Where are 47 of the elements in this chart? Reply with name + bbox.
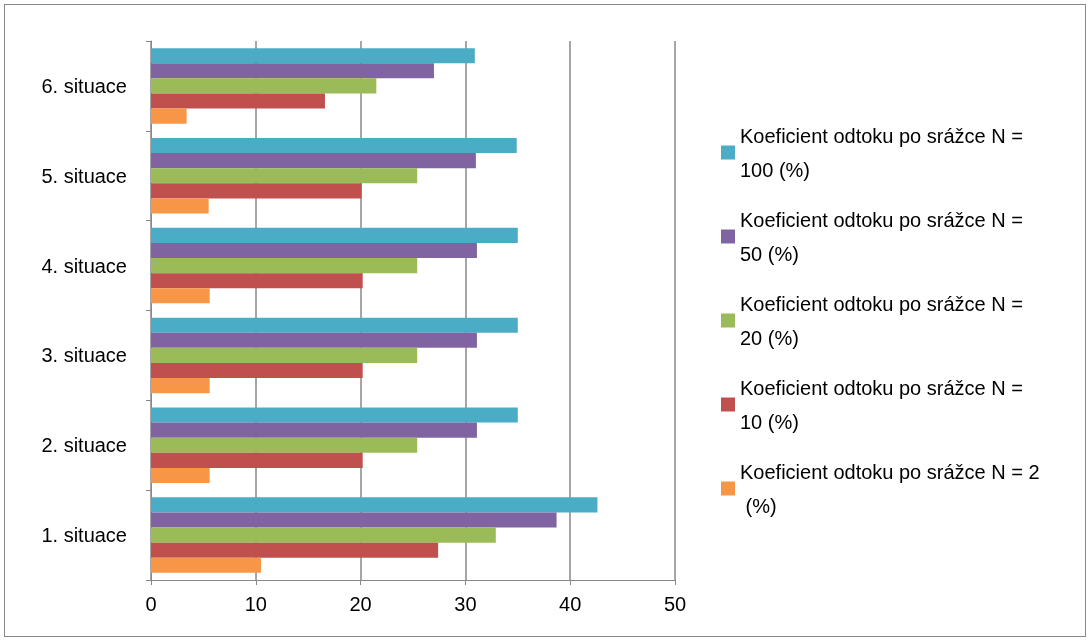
bar [151, 198, 209, 214]
bar [151, 467, 210, 483]
bar [151, 78, 377, 94]
bar [151, 138, 517, 154]
y-tick-label: 5. situace [41, 164, 127, 187]
legend-label: Koeficient odtoku po srážce N = 20 (%) [740, 292, 1029, 349]
x-tick-label: 20 [349, 593, 372, 615]
y-tick-label: 6. situace [41, 74, 127, 97]
bar [151, 108, 187, 124]
bar [151, 242, 477, 259]
bar [151, 527, 496, 543]
bar [151, 63, 434, 79]
bar [151, 542, 439, 558]
bar [151, 93, 325, 109]
legend-label: Koeficient odtoku po srážce N = 2 (%) [740, 460, 1040, 517]
bar [151, 227, 518, 243]
bar [151, 168, 418, 184]
bar [151, 273, 363, 289]
bar [151, 347, 418, 363]
y-tick-label: 4. situace [41, 254, 127, 277]
x-tick-label: 0 [145, 593, 157, 615]
bar [151, 153, 476, 169]
bar [151, 512, 557, 528]
y-tick-label: 1. situace [41, 524, 127, 547]
bar [151, 437, 418, 453]
bar [151, 288, 210, 304]
legend-label: Koeficient odtoku po srážce N = 100 (%) [740, 124, 1029, 181]
x-tick-label: 10 [244, 593, 267, 615]
bar [151, 497, 598, 513]
legend-label: Koeficient odtoku po srážce N = 10 (%) [740, 376, 1029, 433]
y-tick-label: 2. situace [41, 434, 127, 457]
x-tick-label: 30 [454, 593, 477, 615]
legend-label: Koeficient odtoku po srážce N = 50 (%) [740, 208, 1029, 265]
bar [151, 452, 363, 468]
bar [151, 317, 518, 333]
bar [151, 362, 363, 379]
x-tick-label: 40 [559, 593, 582, 615]
bar [151, 258, 418, 274]
y-tick-label: 3. situace [41, 344, 127, 367]
bar [151, 332, 477, 348]
bar [151, 422, 477, 438]
bar [151, 48, 475, 64]
bar [151, 557, 262, 573]
bar [151, 407, 518, 423]
bar [151, 378, 210, 394]
x-tick-label: 50 [663, 593, 687, 615]
bar [151, 183, 362, 199]
